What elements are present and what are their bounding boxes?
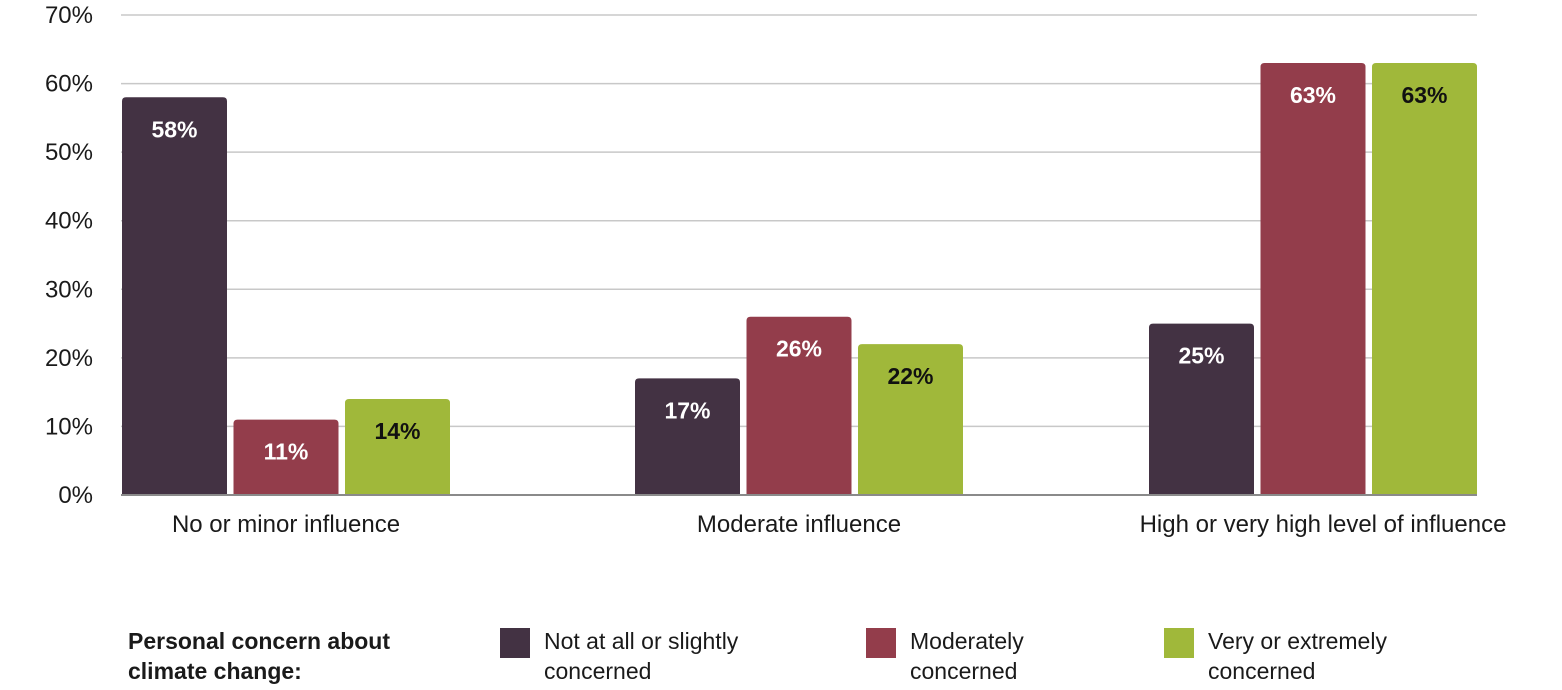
legend-label-moderately-concerned: Moderately concerned — [910, 628, 1024, 684]
data-label: 11% — [264, 439, 309, 465]
bar — [1372, 63, 1477, 495]
y-tick-label: 50% — [45, 139, 93, 166]
data-label: 58% — [151, 116, 197, 142]
bar — [345, 399, 450, 495]
y-tick-label: 30% — [45, 276, 93, 303]
data-label: 25% — [1178, 343, 1224, 369]
legend-swatch-moderately-concerned — [866, 628, 896, 658]
y-tick-label: 40% — [45, 208, 93, 235]
x-category-label: No or minor influence — [172, 511, 400, 538]
legend-swatch-very-concerned — [1164, 628, 1194, 658]
y-tick-label: 10% — [45, 413, 93, 440]
legend-label-not-concerned: Not at all or slightly concerned — [544, 628, 739, 684]
data-label: 63% — [1401, 82, 1447, 108]
x-category-label: Moderate influence — [697, 511, 901, 538]
data-label: 63% — [1290, 82, 1336, 108]
data-label: 22% — [887, 363, 933, 389]
legend-title: Personal concern about climate change: — [128, 628, 391, 684]
data-label: 17% — [664, 397, 710, 423]
y-tick-label: 20% — [45, 345, 93, 372]
legend: Personal concern about climate change: N… — [0, 622, 1562, 690]
data-label: 26% — [776, 336, 822, 362]
y-tick-label: 70% — [45, 2, 93, 29]
bar — [233, 419, 339, 495]
bar — [746, 316, 852, 495]
bar — [635, 378, 740, 495]
y-tick-label: 60% — [45, 71, 93, 98]
bar — [1260, 63, 1366, 495]
data-label: 14% — [374, 418, 420, 444]
y-tick-label: 0% — [58, 482, 93, 509]
legend-label-very-concerned: Very or extremely concerned — [1208, 628, 1387, 684]
bar — [1149, 323, 1254, 495]
bar — [858, 344, 963, 495]
bar — [122, 97, 227, 496]
x-category-label: High or very high level of influence — [1140, 511, 1507, 538]
bar-chart: 0% 10% 20% 30% 40% 50% 60% 70% 58% 11% 14% 17% 26% 22… — [45, 2, 1507, 538]
legend-swatch-not-concerned — [500, 628, 530, 658]
